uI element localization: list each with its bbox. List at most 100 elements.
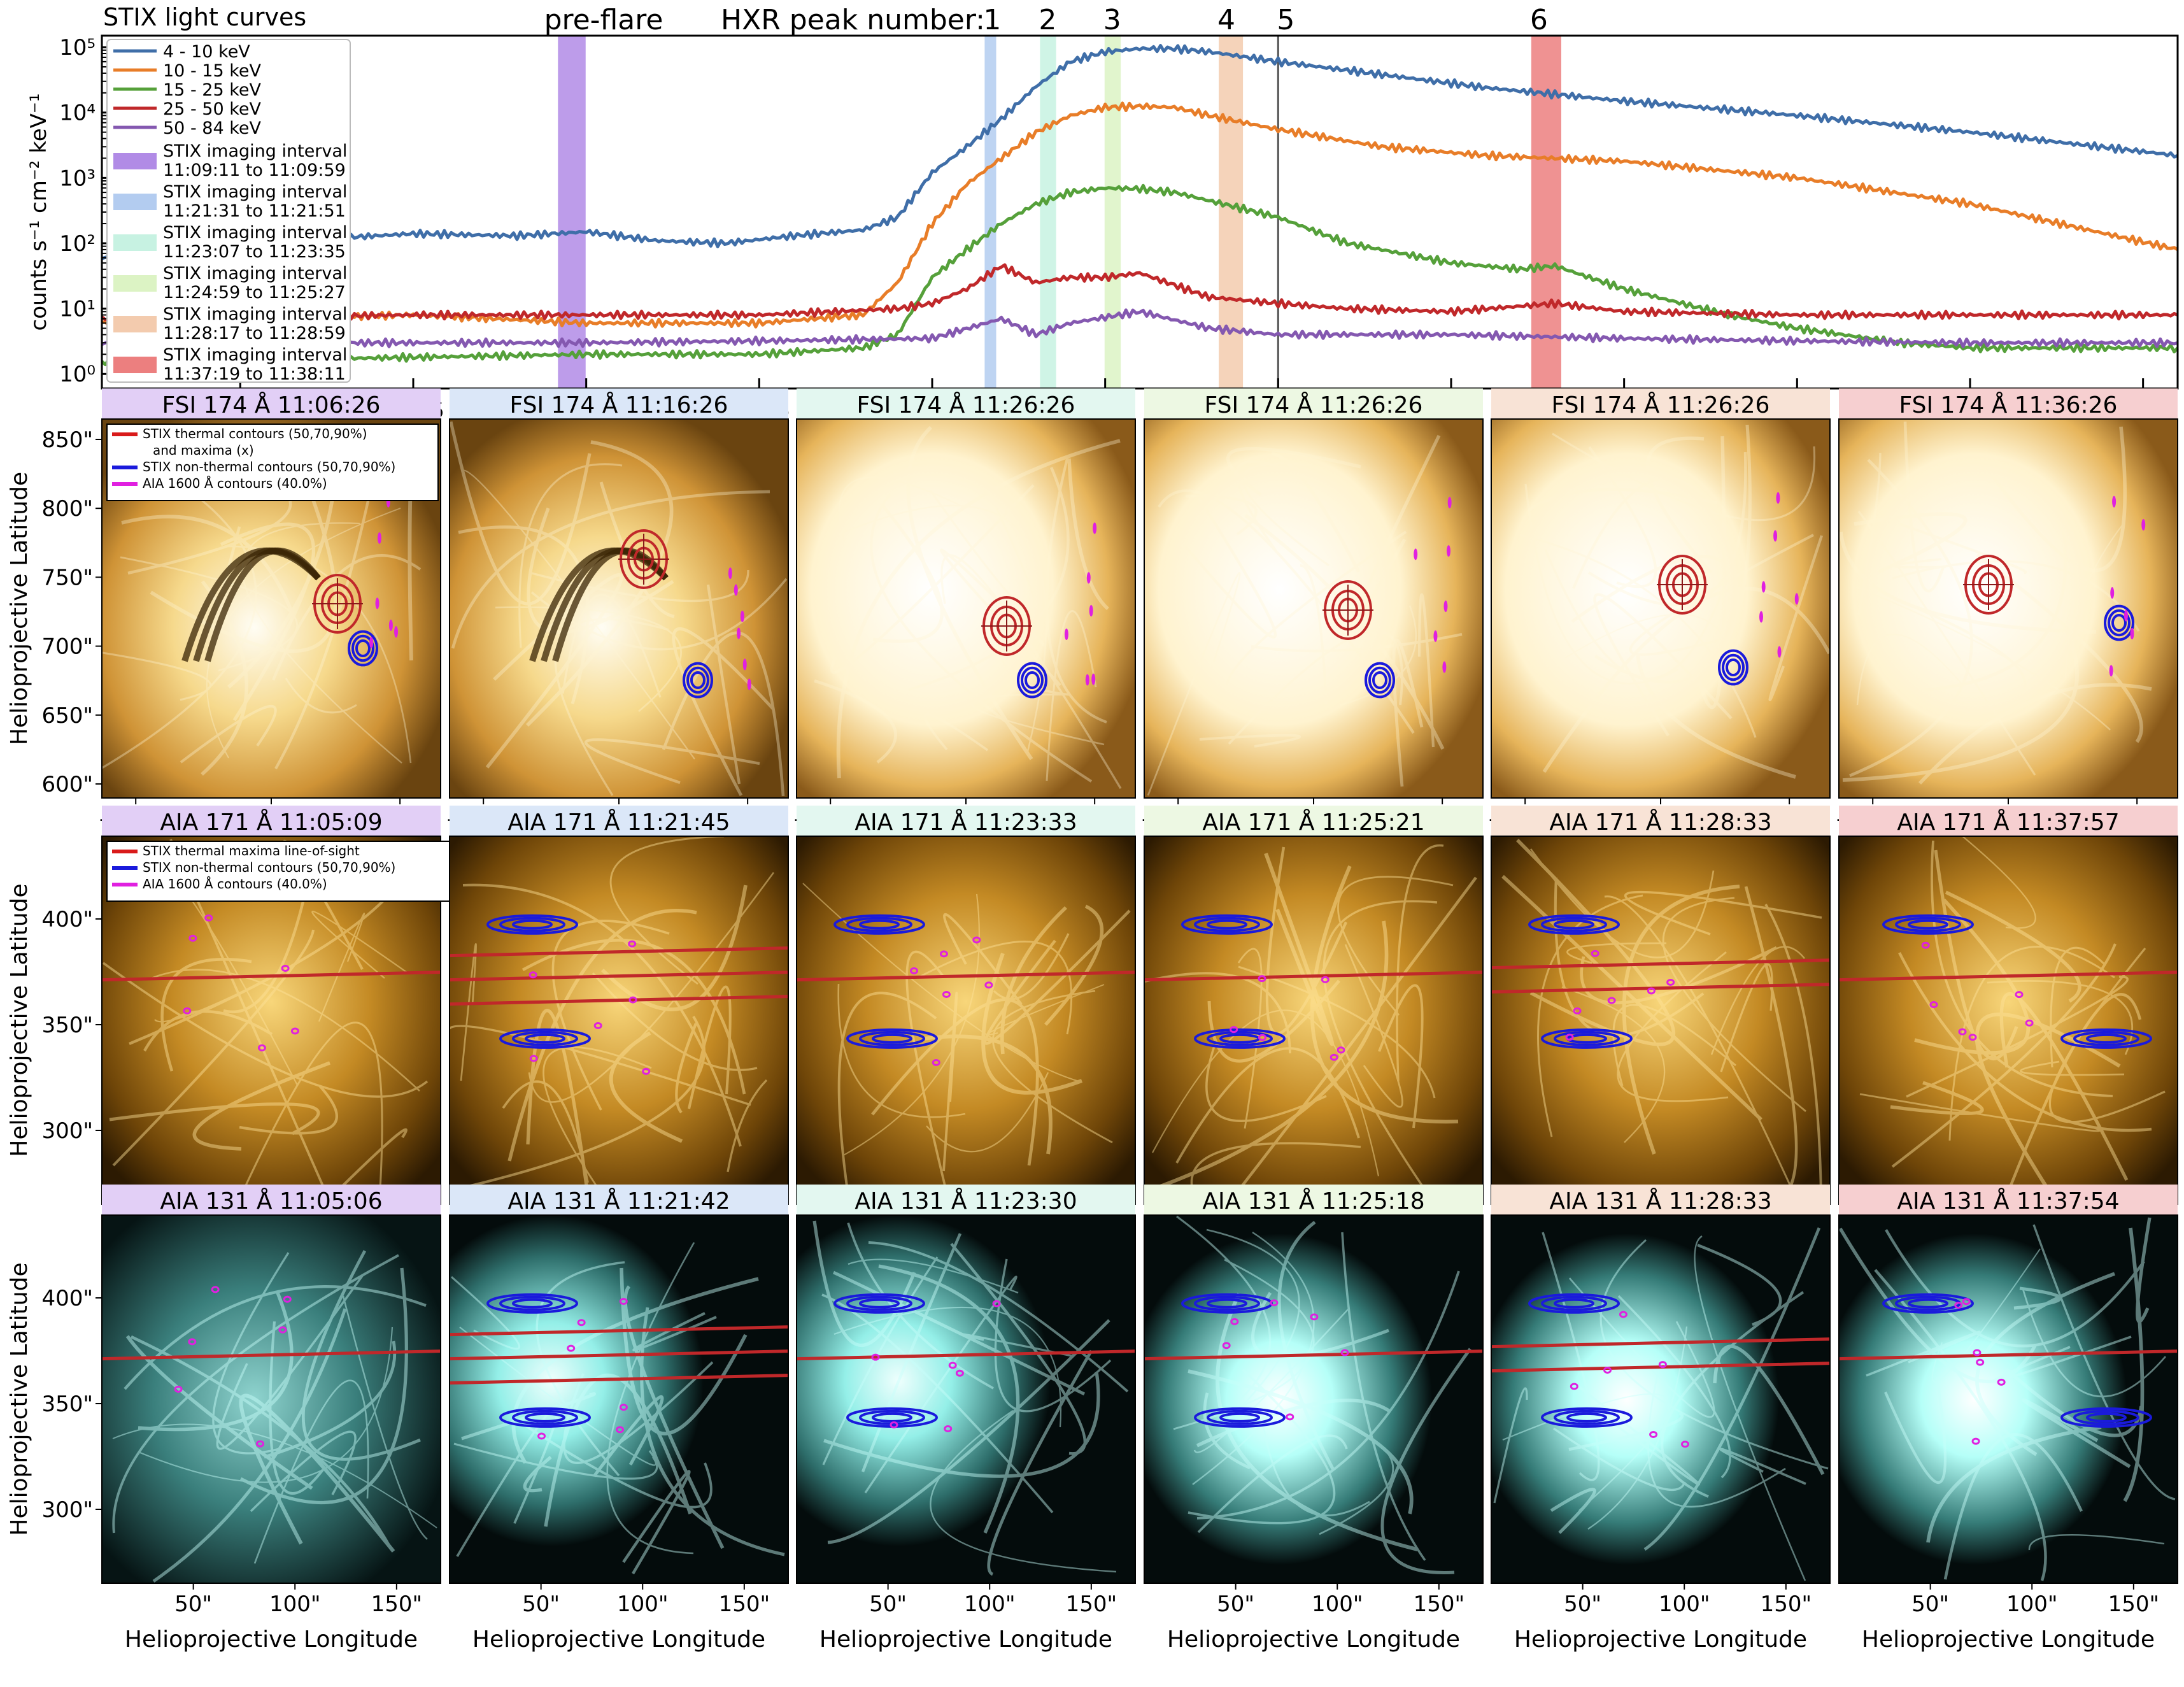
aia1600-contour (183, 1007, 192, 1014)
x-axis-label: Helioprojective Longitude (1167, 1626, 1460, 1653)
panel-overlays (312, 495, 399, 667)
hxr-peak-label-6: 6 (1530, 4, 1548, 36)
aia1600-contour (1230, 1026, 1238, 1034)
loop-strand (1542, 587, 1831, 773)
loop-strand (102, 962, 429, 1098)
y-tick-label: 10⁵ (59, 35, 96, 61)
aia1600-contour (377, 532, 381, 544)
thermal-maxima-line (1144, 1349, 1484, 1361)
nonthermal-contour (846, 916, 912, 932)
loop-strand (216, 1274, 364, 1450)
legend-line-1: STIX imaging interval (163, 223, 347, 243)
loop-strand (528, 872, 775, 1103)
panel-frame (449, 1214, 789, 1584)
loop-strand (1261, 1421, 1370, 1517)
thermal-maxima-line (449, 1349, 789, 1361)
loop-strand (1914, 899, 2031, 1055)
panel-title-strip (1144, 806, 1483, 836)
thermal-maximum-cross (312, 578, 363, 629)
nonthermal-contour (1882, 914, 1974, 935)
loop-strand (672, 627, 774, 797)
aia1600-contour (257, 1044, 266, 1051)
legend-swatch-band (113, 357, 157, 373)
loop-strand (1922, 511, 2067, 692)
panel-title: AIA 171 Å 11:23:33 (854, 808, 1077, 836)
loop-strand (585, 738, 760, 785)
thermal-maxima-line (449, 1325, 789, 1337)
thermal-maxima-line (101, 1349, 441, 1361)
loop-strand (1713, 1344, 1825, 1476)
aia1600-contour (619, 1298, 628, 1306)
y-tick-label: 10¹ (59, 297, 96, 322)
panel-texture (814, 425, 1122, 789)
nonthermal-contour (1726, 658, 1741, 676)
loop-strand (609, 835, 725, 985)
loop-strand (1568, 1278, 1715, 1418)
loop-strand (453, 1442, 658, 1480)
aia1600-contour (932, 1058, 940, 1066)
nonthermal-contour (2086, 1033, 2127, 1044)
loop-strand (239, 1267, 408, 1504)
thermal-maxima-line (1491, 958, 1831, 970)
loop-strand (593, 1395, 664, 1477)
panel-title-strip (1144, 388, 1483, 419)
legend-entry-interval: STIX imaging interval 11:24:59 to 11:25:2… (163, 264, 347, 303)
loop-strand (1918, 683, 2152, 785)
loop-strand (1764, 904, 1822, 1199)
loop-strand (1857, 452, 1882, 615)
legend-line-1: STIX imaging interval (163, 304, 347, 324)
aia1600-contour (1976, 1358, 1985, 1366)
loop-strand (1277, 1220, 1335, 1471)
nonthermal-contour (1372, 671, 1387, 689)
aia1600-contour (2124, 609, 2128, 622)
loop-strand (1176, 1215, 1272, 1402)
panel-title: FSI 174 Å 11:26:26 (1552, 391, 1770, 418)
loop-strand (1898, 951, 2152, 1132)
loop-strand (2022, 1288, 2167, 1398)
loop-strand (905, 950, 948, 1194)
x-axis-label: Helioprojective Longitude (819, 1626, 1112, 1653)
loop-strand (1622, 885, 1740, 1155)
aia1600-contour (369, 636, 374, 648)
loop-strand (727, 1079, 768, 1172)
panel-texture (112, 1249, 437, 1583)
aia1600-contour (1921, 941, 1930, 949)
loop-strand (1647, 1358, 1786, 1508)
thermal-maxima-line (449, 995, 789, 1006)
loop-strand (830, 484, 1035, 674)
loop-strand (1380, 1348, 1472, 1574)
series-line-1 (102, 101, 2179, 329)
loop-strand (971, 694, 1105, 746)
loop-strand (1859, 1093, 2101, 1132)
loop-strand (285, 678, 357, 714)
aia1600-contour (283, 1295, 292, 1303)
aia1600-contour (1971, 1437, 1980, 1445)
aia1600-contour (1962, 1298, 1971, 1306)
thermal-maxima-line (449, 946, 789, 958)
loop-strand (301, 1249, 421, 1461)
panel-texture (1859, 836, 2166, 1201)
y-tick-label: 10³ (59, 166, 96, 191)
aia1600-contour (2109, 665, 2113, 677)
loop-strand (551, 920, 670, 1111)
legend-entry-interval: STIX imaging interval 11:09:11 to 11:09:5… (163, 141, 347, 180)
image-panel-r2-c4: AIA 131 Å 11:28:33 50" 100" 150" Helioprojec… (1491, 1185, 1831, 1653)
loop-strand (151, 969, 420, 1092)
aia1600-contour (1258, 1034, 1266, 1041)
loop-strand (1697, 1243, 1782, 1327)
y-tick-label: 300" (41, 1497, 93, 1523)
loop-strand (1661, 1291, 1805, 1498)
loop-strand (1192, 1231, 1315, 1485)
y-tick-label: 400" (41, 907, 93, 932)
loop-strand (1842, 625, 2079, 782)
loop-strand (1571, 555, 1740, 627)
nonthermal-contour (1554, 1409, 1620, 1425)
image-panel-r0-c0: FSI 174 Å 11:06:26-3000"-2900"-2800"600"… (6, 388, 441, 832)
nonthermal-contour (499, 1295, 565, 1311)
x-tick-label: 150" (719, 1591, 770, 1617)
panel-legend-entry: STIX thermal maxima line-of-sight (143, 843, 360, 858)
loop-strand (868, 1241, 1129, 1393)
panel-title: AIA 131 Å 11:28:33 (1549, 1187, 1771, 1214)
legend-entry-interval: STIX imaging interval 11:23:07 to 11:23:3… (163, 223, 347, 262)
